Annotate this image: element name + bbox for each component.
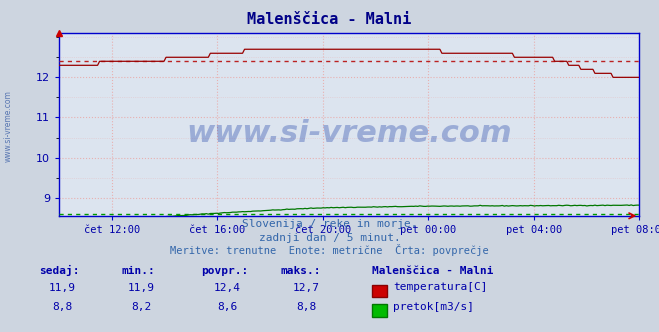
Text: 8,8: 8,8 (53, 302, 72, 312)
Text: 11,9: 11,9 (129, 283, 155, 292)
Text: www.si-vreme.com: www.si-vreme.com (3, 90, 13, 162)
Text: min.:: min.: (122, 266, 156, 276)
Text: Malenščica - Malni: Malenščica - Malni (372, 266, 494, 276)
Text: 11,9: 11,9 (49, 283, 76, 292)
Text: Meritve: trenutne  Enote: metrične  Črta: povprečje: Meritve: trenutne Enote: metrične Črta: … (170, 244, 489, 256)
Text: povpr.:: povpr.: (201, 266, 248, 276)
Text: Slovenija / reke in morje.: Slovenija / reke in morje. (242, 219, 417, 229)
Text: Malenščica - Malni: Malenščica - Malni (247, 12, 412, 27)
Text: sedaj:: sedaj: (40, 265, 80, 276)
Text: 8,8: 8,8 (297, 302, 316, 312)
Text: 8,6: 8,6 (217, 302, 237, 312)
Text: 12,4: 12,4 (214, 283, 241, 292)
Text: 12,7: 12,7 (293, 283, 320, 292)
Text: www.si-vreme.com: www.si-vreme.com (186, 119, 512, 148)
Text: maks.:: maks.: (280, 266, 320, 276)
Text: 8,2: 8,2 (132, 302, 152, 312)
Text: zadnji dan / 5 minut.: zadnji dan / 5 minut. (258, 233, 401, 243)
Text: temperatura[C]: temperatura[C] (393, 283, 488, 292)
Text: pretok[m3/s]: pretok[m3/s] (393, 302, 474, 312)
